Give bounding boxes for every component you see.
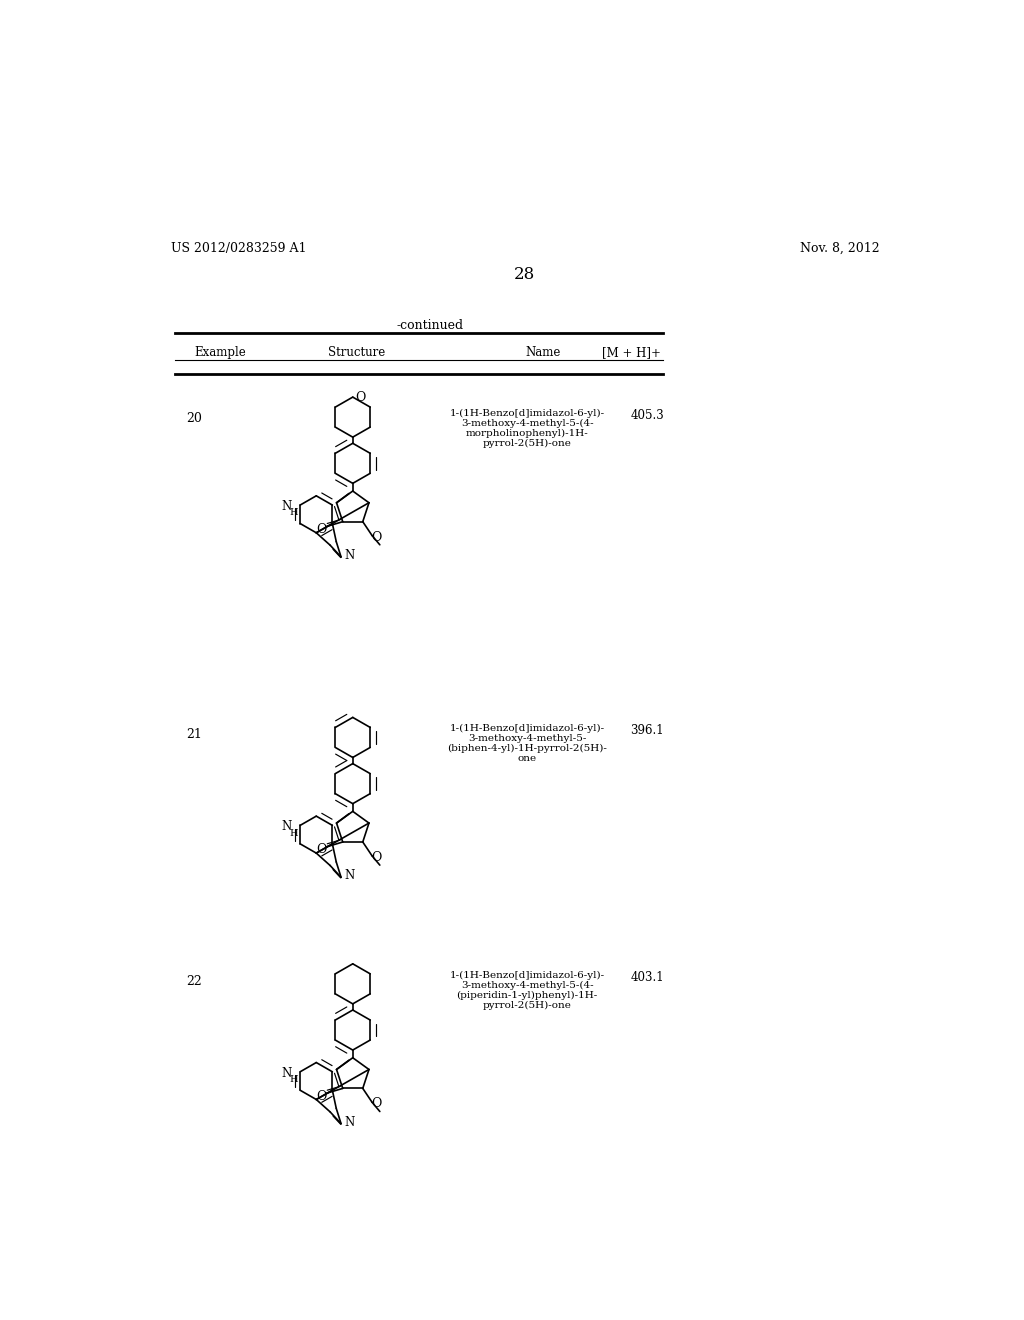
Text: -continued: -continued [396, 318, 464, 331]
Text: O: O [372, 531, 382, 544]
Text: Example: Example [194, 346, 246, 359]
Text: Name: Name [525, 346, 560, 359]
Text: US 2012/0283259 A1: US 2012/0283259 A1 [171, 242, 306, 255]
Text: 21: 21 [186, 729, 202, 742]
Text: 20: 20 [186, 412, 202, 425]
Text: pyrrol-2(5H)-one: pyrrol-2(5H)-one [482, 438, 571, 447]
Text: N: N [344, 549, 354, 562]
Text: H: H [290, 508, 298, 517]
Text: O: O [315, 523, 327, 536]
Text: O: O [315, 1090, 327, 1102]
Text: morpholinophenyl)-1H-: morpholinophenyl)-1H- [466, 429, 589, 438]
Text: 3-methoxy-4-methyl-5-: 3-methoxy-4-methyl-5- [468, 734, 587, 743]
Text: [M + H]+: [M + H]+ [602, 346, 662, 359]
Text: Nov. 8, 2012: Nov. 8, 2012 [800, 242, 880, 255]
Text: O: O [355, 391, 366, 404]
Text: one: one [517, 755, 537, 763]
Text: O: O [372, 851, 382, 863]
Text: N: N [344, 870, 354, 882]
Text: 22: 22 [186, 974, 202, 987]
Text: (piperidin-1-yl)phenyl)-1H-: (piperidin-1-yl)phenyl)-1H- [457, 991, 598, 999]
Text: 396.1: 396.1 [630, 725, 664, 738]
Text: 403.1: 403.1 [630, 970, 664, 983]
Text: 28: 28 [514, 267, 536, 284]
Text: 1-(1H-Benzo[d]imidazol-6-yl)-: 1-(1H-Benzo[d]imidazol-6-yl)- [450, 409, 605, 417]
Text: N: N [281, 821, 292, 833]
Text: 405.3: 405.3 [630, 409, 664, 421]
Text: N: N [281, 500, 292, 513]
Text: 1-(1H-Benzo[d]imidazol-6-yl)-: 1-(1H-Benzo[d]imidazol-6-yl)- [450, 725, 605, 734]
Text: (biphen-4-yl)-1H-pyrrol-2(5H)-: (biphen-4-yl)-1H-pyrrol-2(5H)- [447, 744, 607, 754]
Text: N: N [344, 1115, 354, 1129]
Text: O: O [372, 1097, 382, 1110]
Text: 3-methoxy-4-methyl-5-(4-: 3-methoxy-4-methyl-5-(4- [461, 981, 594, 990]
Text: 3-methoxy-4-methyl-5-(4-: 3-methoxy-4-methyl-5-(4- [461, 418, 594, 428]
Text: Structure: Structure [328, 346, 385, 359]
Text: H: H [290, 829, 298, 838]
Text: N: N [281, 1067, 292, 1080]
Text: H: H [290, 1074, 298, 1084]
Text: 1-(1H-Benzo[d]imidazol-6-yl)-: 1-(1H-Benzo[d]imidazol-6-yl)- [450, 970, 605, 979]
Text: O: O [315, 843, 327, 857]
Text: pyrrol-2(5H)-one: pyrrol-2(5H)-one [482, 1001, 571, 1010]
